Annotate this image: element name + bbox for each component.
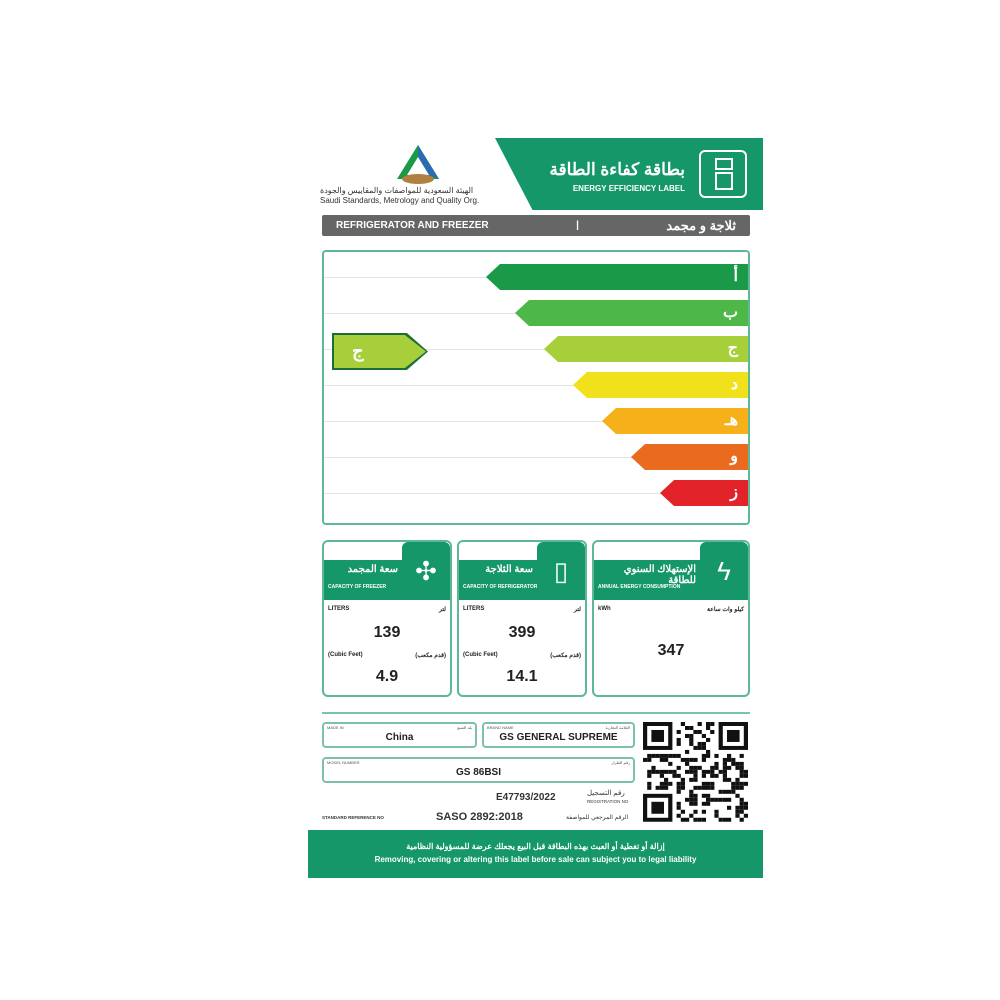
grid-line — [324, 493, 748, 494]
milk-carton-icon: ▯ — [537, 542, 585, 600]
freezer-liters: 139 — [373, 624, 401, 641]
rating-bar-7: ز — [660, 480, 748, 506]
fridge-title-ar: سعة الثلاجة — [485, 564, 533, 575]
legal-notice: إزالة أو تغطية أو العبث بهذه البطاقة قبل… — [308, 830, 763, 878]
fridge-title-en: CAPACITY OF REFRIGERATOR — [463, 584, 538, 590]
model-field: MODEL NUMBER رقم الطراز GS 86BSI — [322, 757, 635, 783]
liters-label: LITERS — [328, 606, 350, 612]
cubic-feet-label-ar: (قدم مكعب) — [550, 653, 581, 659]
fridge-capacity-box: ▯ سعة الثلاجة CAPACITY OF REFRIGERATOR L… — [457, 540, 587, 697]
category-en: REFRIGERATOR AND FREEZER — [336, 220, 489, 231]
rating-bar-3: ج — [544, 336, 748, 362]
category-bar: REFRIGERATOR AND FREEZER | ثلاجة و مجمد — [322, 215, 750, 236]
qr-code[interactable] — [643, 722, 750, 822]
standard-label-ar: الرقم المرجعي للمواصفة — [566, 815, 629, 821]
rating-bar-4: د — [573, 372, 748, 398]
liters-label: LITERS — [463, 606, 485, 612]
expand-arrows-icon: ✣ — [402, 542, 450, 600]
rating-indicator: ج — [332, 333, 428, 370]
freezer-title-en: CAPACITY OF FREEZER — [328, 584, 387, 590]
fridge-icon — [699, 150, 747, 198]
kwh-label-ar: كيلو وات ساعة — [707, 607, 744, 613]
cubic-feet-label-ar: (قدم مكعب) — [415, 653, 446, 659]
energy-value: 347 — [657, 642, 685, 659]
rating-bar-1: أ — [486, 264, 748, 290]
registration-number: E47793/2022 — [496, 792, 556, 803]
brand-label: BRAND NAME — [487, 725, 514, 730]
category-ar: ثلاجة و مجمد — [666, 217, 736, 233]
freezer-capacity-box: ✣ سعة المجمد CAPACITY OF FREEZER LITERS … — [322, 540, 452, 697]
country-label-ar: بلد الصنع — [457, 725, 472, 730]
grid-line — [324, 457, 748, 458]
liters-label-ar: لتر — [439, 607, 446, 613]
standard-number: SASO 2892:2018 — [436, 811, 523, 823]
energy-title-ar: الإستهلاك السنوي للطاقة — [623, 564, 696, 586]
title-en: ENERGY EFFICIENCY LABEL — [572, 184, 685, 193]
freezer-cubic-feet: 4.9 — [375, 668, 399, 685]
model-value: GS 86BSI — [455, 767, 502, 778]
model-label: MODEL NUMBER — [327, 760, 360, 765]
fridge-cubic-feet: 14.1 — [506, 668, 538, 685]
kwh-label: kWh — [598, 606, 611, 612]
rating-indicator-letter: ج — [334, 335, 426, 368]
liters-label-ar: لتر — [574, 607, 581, 613]
saso-logo — [397, 145, 439, 184]
legal-notice-en: Removing, covering or altering this labe… — [374, 855, 697, 864]
separator: | — [576, 220, 579, 231]
header-banner: بطاقة كفاءة الطاقة ENERGY EFFICIENCY LAB… — [495, 138, 763, 210]
rating-scale: أ ب ج د هـ و ز — [322, 250, 750, 525]
rating-bar-2: ب — [515, 300, 748, 326]
grid-line — [324, 421, 748, 422]
brand-label-ar: العلامة التجارية — [605, 725, 630, 730]
title-ar: بطاقة كفاءة الطاقة — [549, 160, 685, 179]
country-value: China — [385, 732, 414, 743]
registration-label: REGISTRATION NO — [587, 799, 629, 804]
registration-label-ar: رقم التسجيل — [587, 790, 625, 797]
grid-line — [324, 385, 748, 386]
divider — [322, 712, 750, 714]
org-name: الهيئة السعودية للمواصفات والمقاييس والج… — [320, 186, 480, 205]
energy-consumption-box: ϟ الإستهلاك السنوي للطاقة ANNUAL ENERGY … — [592, 540, 750, 697]
freezer-title-ar: سعة المجمد — [347, 564, 398, 575]
rating-bar-6: و — [631, 444, 748, 470]
country-field: MADE IN بلد الصنع China — [322, 722, 477, 748]
model-label-ar: رقم الطراز — [611, 760, 630, 765]
country-label: MADE IN — [327, 725, 344, 730]
grid-line — [324, 349, 748, 350]
fridge-liters: 399 — [508, 624, 536, 641]
cubic-feet-label: (Cubic Feet) — [463, 652, 498, 658]
lightning-icon: ϟ — [700, 542, 748, 600]
rating-bar-5: هـ — [602, 408, 748, 434]
brand-value: GS GENERAL SUPREME — [499, 732, 618, 743]
standard-label: STANDARD REFERENCE NO — [322, 815, 384, 820]
cubic-feet-label: (Cubic Feet) — [328, 652, 363, 658]
energy-title-en: ANNUAL ENERGY CONSUMPTION — [598, 584, 681, 590]
legal-notice-ar: إزالة أو تغطية أو العبث بهذه البطاقة قبل… — [406, 842, 665, 851]
energy-label — [308, 135, 765, 880]
brand-field: BRAND NAME العلامة التجارية GS GENERAL SU… — [482, 722, 635, 748]
